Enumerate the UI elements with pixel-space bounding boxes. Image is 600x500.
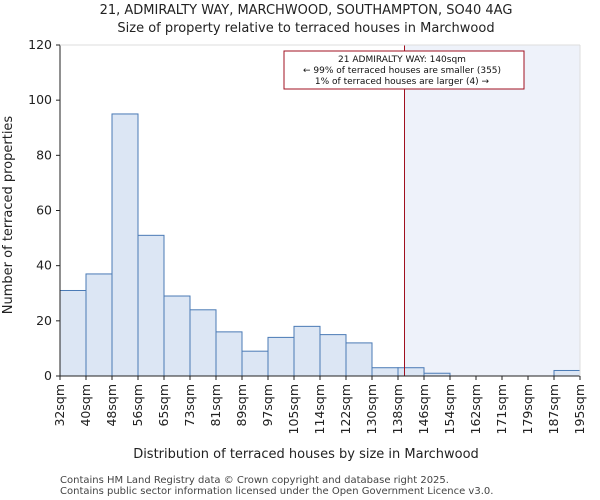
annotation-box [283,50,525,90]
y-tick-label: 0 [44,368,52,383]
highlight-region [404,45,580,376]
x-tick-label: 195sqm [572,384,587,434]
bar [215,331,243,377]
annotation-line: 21 ADMIRALTY WAY: 140sqm [338,55,466,65]
x-tick-label: 122sqm [338,384,353,434]
y-tick-label: 60 [36,203,52,218]
x-tick-label: 162sqm [468,384,483,434]
bar [189,309,217,377]
y-tick-label: 20 [36,313,52,328]
y-tick-label: 80 [36,147,52,162]
plot-area: 0 20 40 60 80 100 120 32sqm 40sqm 48sqm 56sqm 65sqm… [28,37,587,434]
x-tick-label: 89sqm [234,384,249,427]
x-tick-label: 73sqm [182,384,197,427]
chart-title: 21, ADMIRALTY WAY, MARCHWOOD, SOUTHAMPTO… [100,3,513,18]
x-tick-label: 171sqm [494,384,509,434]
x-tick-label: 138sqm [390,384,405,434]
annotation-line: ← 99% of terraced houses are smaller (35… [303,66,501,76]
x-tick-label: 146sqm [416,384,431,434]
x-tick-label: 40sqm [78,384,93,427]
bar [241,350,269,377]
bar [267,336,295,377]
annotation-line: 1% of terraced houses are larger (4) → [315,77,490,87]
bar [553,369,581,377]
x-tick-label: 130sqm [364,384,379,434]
x-tick-label: 179sqm [520,384,535,434]
bar [137,234,165,377]
footer-line-1: Contains HM Land Registry data © Crown c… [60,475,449,486]
x-tick-label: 105sqm [286,384,301,434]
footer-line-2: Contains public sector information licen… [60,486,493,497]
bar [319,334,347,377]
x-tick-label: 56sqm [130,384,145,427]
chart-subtitle: Size of property relative to terraced ho… [117,21,494,36]
y-tick-label: 100 [28,92,52,107]
bar [371,367,399,377]
bar [111,113,139,377]
y-tick-label: 120 [28,37,52,52]
x-tick-label: 114sqm [312,384,327,434]
bar [163,295,191,377]
bar [85,273,113,377]
x-tick-label: 97sqm [260,384,275,427]
x-tick-label: 65sqm [156,384,171,427]
x-tick-label: 32sqm [52,384,67,427]
x-axis-label: Distribution of terraced houses by size … [133,447,479,462]
x-tick-label: 48sqm [104,384,119,427]
bar [293,325,321,377]
bar [345,342,373,377]
bar [59,289,87,377]
x-tick-label: 81sqm [208,384,223,427]
x-tick-label: 154sqm [442,384,457,434]
x-tick-label: 187sqm [546,384,561,434]
bar [397,367,425,377]
y-tick-label: 40 [36,258,52,273]
y-axis-label: Number of terraced properties [1,116,16,315]
